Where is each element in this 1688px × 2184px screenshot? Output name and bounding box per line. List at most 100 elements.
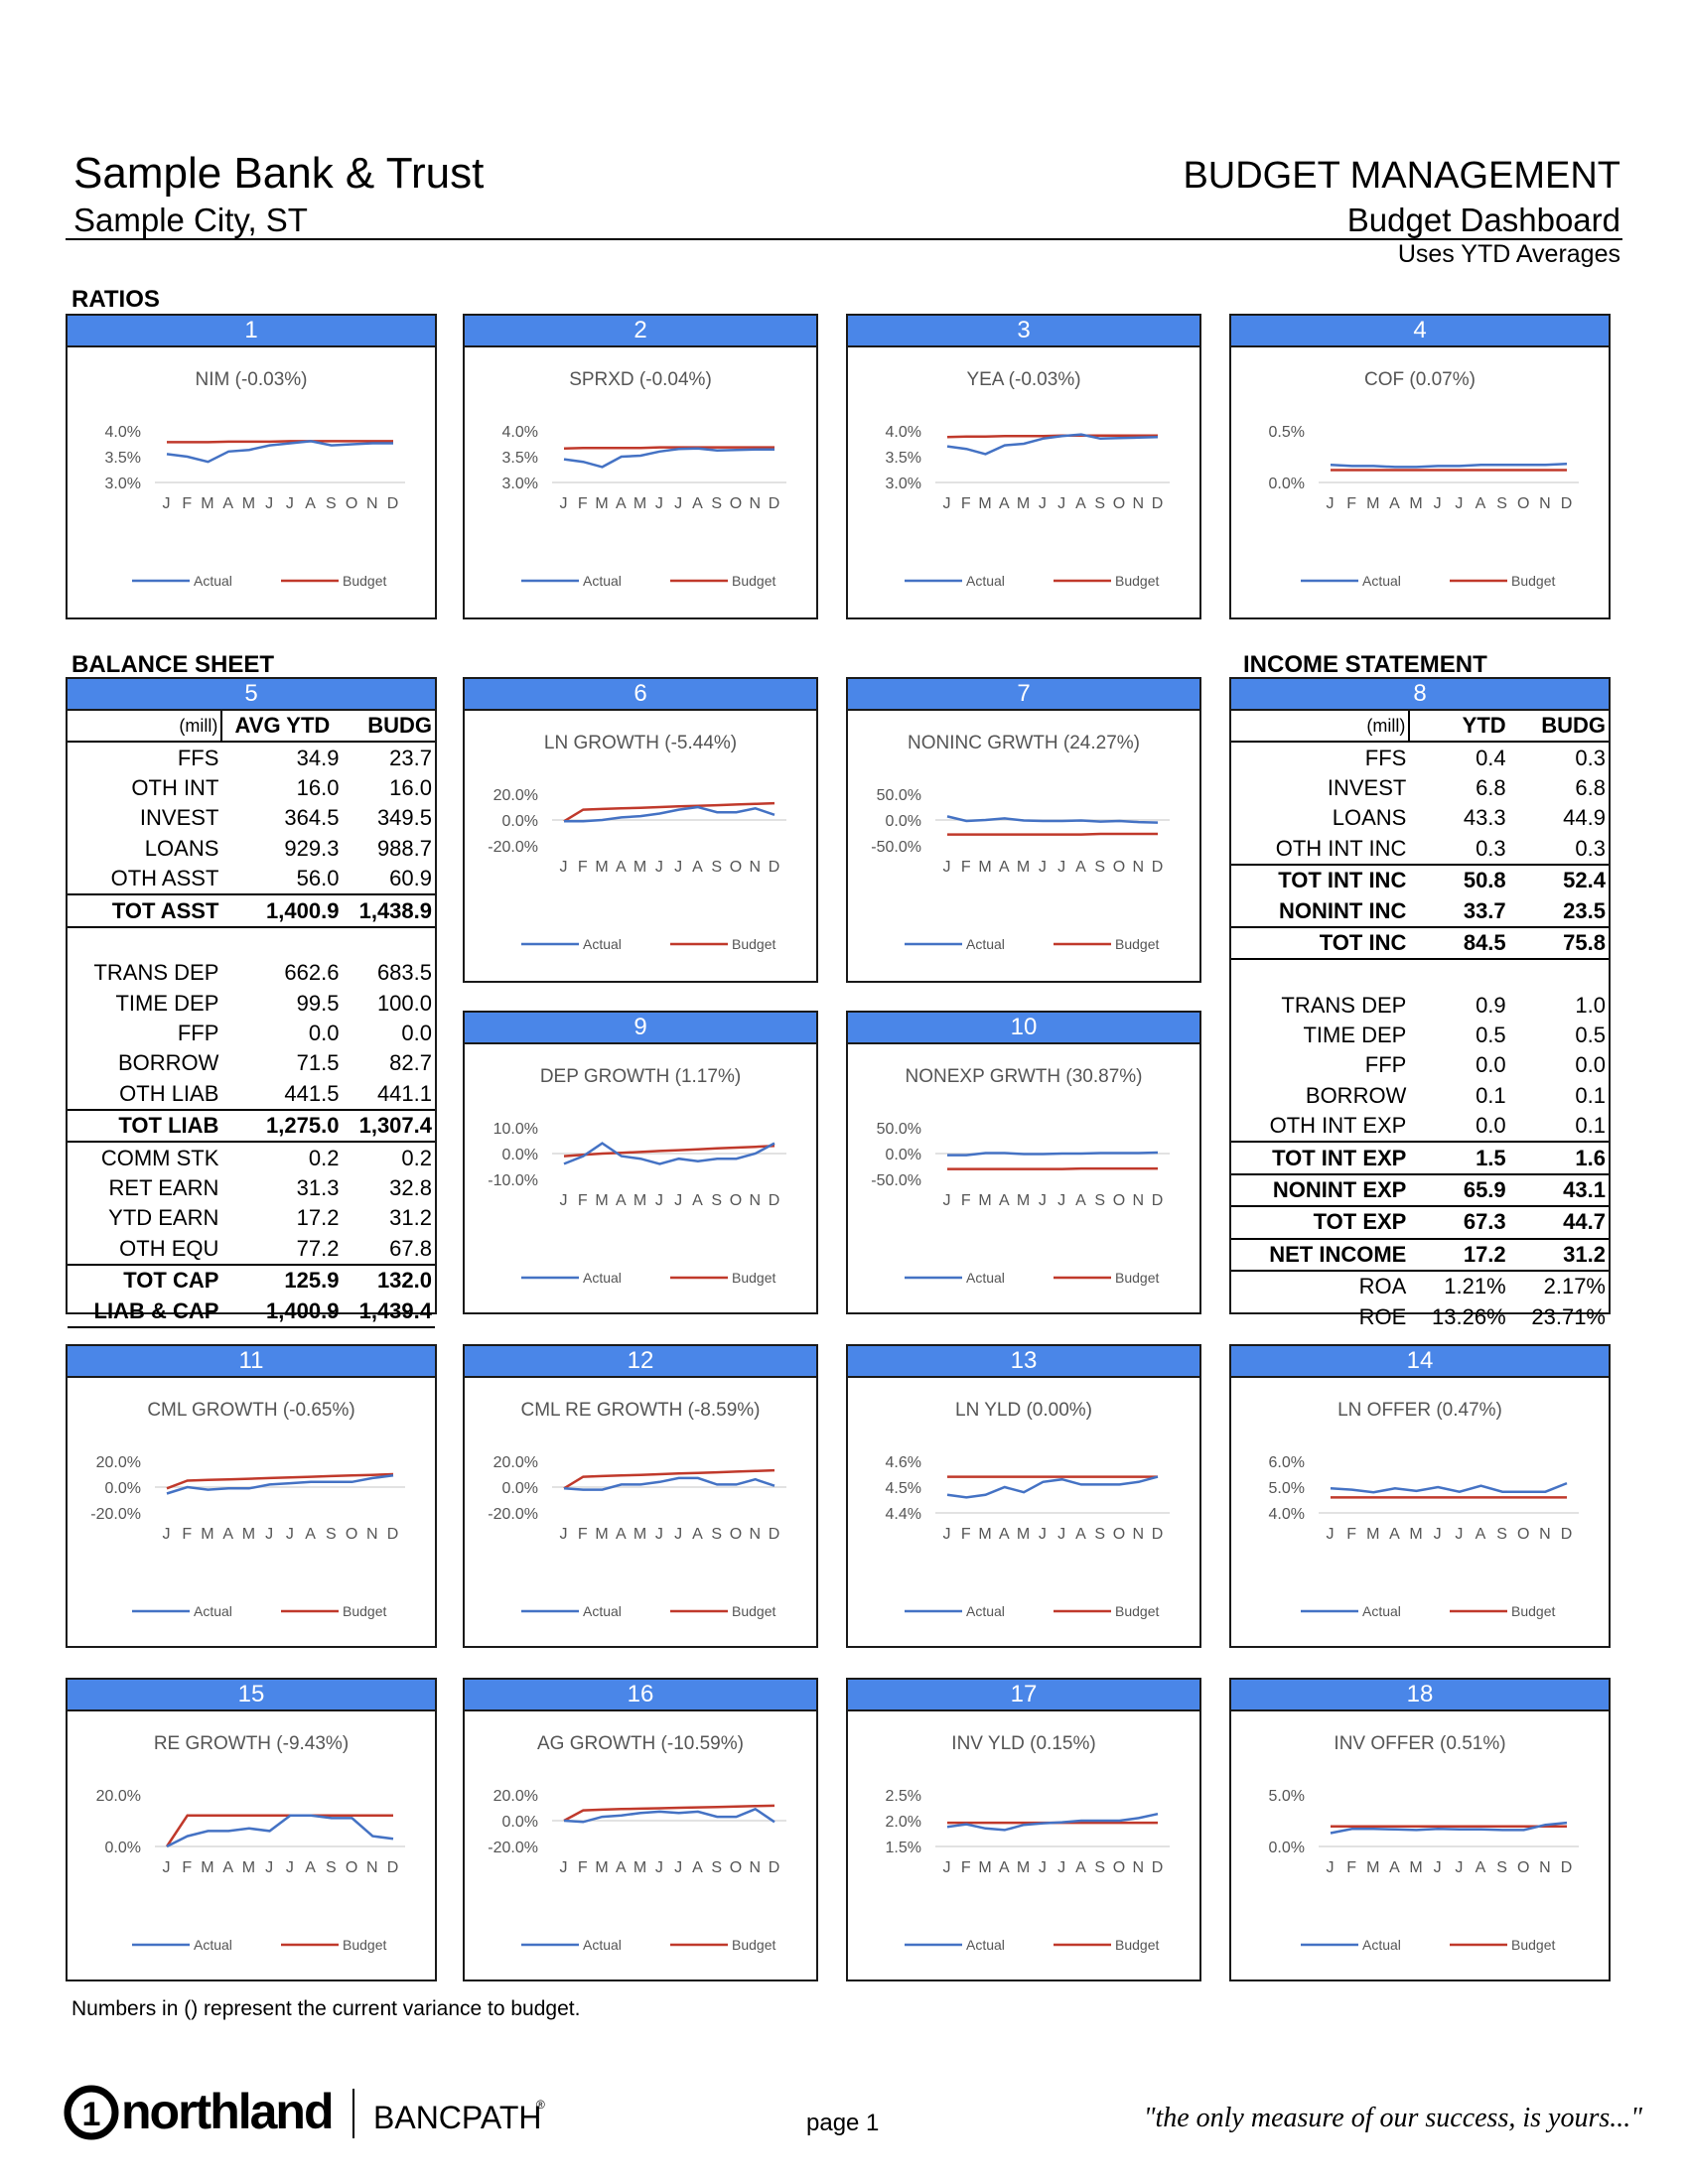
x-tick-label: D: [1152, 859, 1165, 876]
row-ytd-value: 0.1: [1476, 1082, 1506, 1108]
table-row: BORROW 0.1 0.1: [1231, 1081, 1609, 1111]
row-budg-value: [1509, 959, 1609, 990]
row-budg-value: 0.0: [1575, 1052, 1606, 1078]
row-label: [68, 927, 221, 958]
x-tick-label: M: [595, 859, 609, 876]
row-ytd-value: 67.3: [1409, 1206, 1509, 1240]
row-ytd-value: 0.9: [1476, 992, 1506, 1018]
row-label: LOANS: [144, 835, 219, 861]
chart-title: INV OFFER (0.51%): [1334, 1733, 1505, 1754]
x-tick-label: M: [201, 1526, 214, 1543]
table-row: [1231, 959, 1609, 990]
row-ytd-value: 0.5: [1476, 1023, 1506, 1048]
chart-title: DEP GROWTH (1.17%): [540, 1066, 741, 1087]
x-tick-label: M: [633, 1192, 647, 1209]
y-tick-label: 20.0%: [493, 787, 538, 804]
row-budg-value: 0.0: [401, 1021, 432, 1046]
x-tick-label: O: [1113, 495, 1126, 512]
chart-sprxd: SPRXD (-0.04%)4.0%3.5%3.0%J F M A M J J A S O N DAc…: [502, 369, 786, 589]
section-income-statement-label: INCOME STATEMENT: [1243, 651, 1487, 678]
panel-number: 2: [465, 316, 816, 347]
x-tick-label: F: [182, 1859, 193, 1876]
chart-re-growth: RE GROWTH (-9.43%)20.0%0.0%J F M A M J J A S O N DA…: [96, 1733, 405, 1953]
legend-actual-label: Actual: [1362, 573, 1401, 589]
row-budg-value: 1,438.9: [342, 893, 435, 928]
row-label: INVEST: [1327, 774, 1407, 800]
x-tick-label: M: [201, 495, 214, 512]
row-budg-value: 43.1: [1508, 1173, 1609, 1208]
y-tick-label: 4.0%: [502, 424, 538, 441]
series-line-actual: [946, 1475, 1159, 1499]
series-line-actual: [1330, 1821, 1568, 1835]
y-tick-label: 0.0%: [886, 813, 921, 830]
row-ytd-value: 0.2: [308, 1145, 340, 1170]
row-budg-value: 0.1: [1575, 1113, 1606, 1139]
x-tick-label: J: [1434, 495, 1443, 512]
x-tick-label: A: [616, 1526, 628, 1543]
legend-actual-label: Actual: [966, 1937, 1005, 1953]
x-tick-label: M: [595, 1526, 609, 1543]
y-tick-label: 4.0%: [105, 424, 141, 441]
row-label: FFS: [1364, 745, 1407, 770]
legend-budget-label: Budget: [343, 573, 386, 589]
x-tick-label: D: [769, 1859, 781, 1876]
row-ytd-value: [221, 927, 342, 958]
section-balance-sheet-label: BALANCE SHEET: [71, 651, 275, 678]
y-tick-label: 0.0%: [105, 1480, 141, 1497]
table-row: OTH INT EXP 0.0 0.1: [1231, 1111, 1609, 1142]
chart-panel-11: 11 CML GROWTH (-0.65%) 20.0% 0.0% -20.0% J F M…: [66, 1344, 437, 1648]
x-tick-label: F: [961, 1192, 972, 1209]
row-budg-value: 32.8: [389, 1175, 432, 1201]
table-row: FFS 0.4 0.3: [1231, 742, 1609, 772]
x-tick-label: D: [1561, 1526, 1574, 1543]
table-row: INVEST 364.5 349.5: [68, 803, 435, 833]
y-tick-label: 4.4%: [886, 1506, 921, 1523]
x-tick-label: A: [1389, 1526, 1401, 1543]
row-budg-value: 82.7: [389, 1050, 432, 1076]
table-row: OTH INT 16.0 16.0: [68, 773, 435, 803]
x-tick-label: A: [616, 495, 628, 512]
row-label: LOANS: [1332, 805, 1407, 831]
row-budg-value: 441.1: [376, 1080, 432, 1106]
x-tick-label: M: [1017, 495, 1031, 512]
legend-actual-label: Actual: [194, 1603, 232, 1619]
x-tick-label: N: [749, 1859, 762, 1876]
y-tick-label: 4.5%: [886, 1480, 921, 1497]
x-tick-label: D: [769, 1192, 781, 1209]
x-tick-label: F: [578, 495, 589, 512]
row-ytd-value: [1409, 959, 1508, 990]
y-tick-label: 0.0%: [1269, 1840, 1305, 1856]
chart-ln-offer: LN OFFER (0.47%)6.0%5.0%4.0%J F M A M J J A S O N D…: [1269, 1400, 1579, 1619]
row-ytd-value: 99.5: [296, 990, 340, 1016]
legend-budget-label: Budget: [1115, 573, 1159, 589]
table-row: NET INCOME 17.2 31.2: [1231, 1238, 1609, 1273]
legend-actual-label: Actual: [583, 1937, 622, 1953]
x-tick-label: N: [1539, 1526, 1552, 1543]
x-tick-label: M: [978, 495, 992, 512]
series-line-actual: [563, 1142, 775, 1165]
table-row: TOT INC 84.5 75.8: [1231, 926, 1609, 961]
x-tick-label: A: [305, 495, 317, 512]
row-ytd-value: 1,275.0: [221, 1109, 343, 1144]
x-tick-label: S: [326, 495, 338, 512]
table-row: FFP 0.0 0.0: [1231, 1050, 1609, 1080]
series-line-actual: [564, 805, 775, 823]
bank-city: Sample City, ST: [73, 202, 308, 238]
x-tick-label: D: [1152, 1526, 1165, 1543]
chart-title: INV YLD (0.15%): [951, 1733, 1095, 1754]
table-row: TIME DEP 0.5 0.5: [1231, 1021, 1609, 1050]
legend-actual-label: Actual: [583, 1603, 622, 1619]
x-tick-label: A: [305, 1526, 317, 1543]
row-ytd-value: 1.5: [1409, 1141, 1509, 1175]
chart-panel-15: 15 RE GROWTH (-9.43%) 20.0% 0.0% J F M A M J J A S O…: [66, 1678, 437, 1981]
x-tick-label: A: [999, 495, 1011, 512]
chart-dep-growth: DEP GROWTH (1.17%)10.0%0.0%-10.0%J F M A M J J…: [488, 1066, 786, 1286]
series-line-actual: [946, 433, 1159, 456]
y-tick-label: 4.0%: [1269, 1506, 1305, 1523]
table-row: OTH LIAB 441.5 441.1: [68, 1079, 435, 1110]
x-tick-label: S: [711, 1192, 723, 1209]
series-line-actual: [563, 1476, 775, 1491]
x-tick-label: A: [222, 495, 234, 512]
x-tick-label: J: [674, 1192, 683, 1209]
chart-title: NONEXP GRWTH (30.87%): [906, 1066, 1143, 1087]
